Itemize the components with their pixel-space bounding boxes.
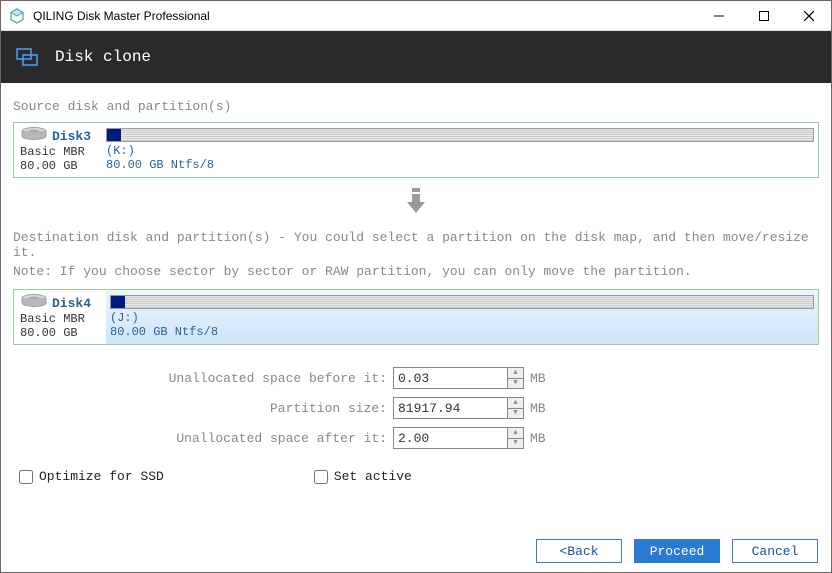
app-title: QILING Disk Master Professional bbox=[33, 9, 696, 23]
optimize-ssd-checkbox[interactable]: Optimize for SSD bbox=[19, 469, 164, 484]
destination-disk-card[interactable]: Disk4 Basic MBR 80.00 GB (J:) 80.00 GB N… bbox=[13, 289, 819, 345]
source-partition-label: (K:) bbox=[106, 144, 814, 158]
page-header: Disk clone bbox=[1, 31, 831, 83]
unalloc-before-stepper[interactable]: ▲ ▼ bbox=[508, 367, 524, 389]
destination-disk-type: Basic MBR bbox=[20, 312, 100, 326]
unalloc-after-stepper[interactable]: ▲ ▼ bbox=[508, 427, 524, 449]
destination-disk-info: Disk4 Basic MBR 80.00 GB bbox=[14, 290, 106, 344]
minimize-button[interactable] bbox=[696, 1, 741, 31]
partition-size-label: Partition size: bbox=[13, 401, 393, 416]
unit-label: MB bbox=[530, 401, 546, 416]
maximize-button[interactable] bbox=[741, 1, 786, 31]
set-active-label: Set active bbox=[334, 469, 412, 484]
destination-partition-used bbox=[111, 296, 125, 308]
set-active-checkbox[interactable]: Set active bbox=[314, 469, 412, 484]
window-controls bbox=[696, 1, 831, 31]
stepper-up-icon[interactable]: ▲ bbox=[508, 368, 523, 379]
back-button[interactable]: <Back bbox=[536, 539, 622, 563]
hard-drive-icon bbox=[20, 294, 48, 312]
unit-label: MB bbox=[530, 431, 546, 446]
unalloc-after-input[interactable] bbox=[393, 427, 508, 449]
source-disk-type: Basic MBR bbox=[20, 145, 100, 159]
titlebar: QILING Disk Master Professional bbox=[1, 1, 831, 31]
stepper-down-icon[interactable]: ▼ bbox=[508, 439, 523, 449]
source-label: Source disk and partition(s) bbox=[13, 99, 819, 114]
arrow-down-icon bbox=[13, 188, 819, 222]
unalloc-before-input[interactable] bbox=[393, 367, 508, 389]
destination-disk-size: 80.00 GB bbox=[20, 326, 100, 340]
destination-partition-area[interactable]: (J:) 80.00 GB Ntfs/8 bbox=[106, 290, 818, 344]
partition-size-stepper[interactable]: ▲ ▼ bbox=[508, 397, 524, 419]
source-partition-area[interactable]: (K:) 80.00 GB Ntfs/8 bbox=[106, 123, 818, 177]
unit-label: MB bbox=[530, 371, 546, 386]
footer-buttons: <Back Proceed Cancel bbox=[536, 539, 818, 563]
source-disk-size: 80.00 GB bbox=[20, 159, 100, 173]
disk-clone-icon bbox=[15, 45, 39, 69]
stepper-down-icon[interactable]: ▼ bbox=[508, 409, 523, 419]
app-icon bbox=[9, 8, 25, 24]
main-content: Source disk and partition(s) Disk3 Basic… bbox=[1, 83, 831, 496]
destination-partition-label: (J:) bbox=[110, 311, 814, 325]
source-partition-detail: 80.00 GB Ntfs/8 bbox=[106, 158, 814, 172]
partition-size-input[interactable] bbox=[393, 397, 508, 419]
options-row: Optimize for SSD Set active bbox=[13, 469, 819, 484]
cancel-button[interactable]: Cancel bbox=[732, 539, 818, 563]
unalloc-after-label: Unallocated space after it: bbox=[13, 431, 393, 446]
resize-form: Unallocated space before it: ▲ ▼ MB Part… bbox=[13, 367, 819, 449]
stepper-up-icon[interactable]: ▲ bbox=[508, 398, 523, 409]
unalloc-before-label: Unallocated space before it: bbox=[13, 371, 393, 386]
source-partition-used bbox=[107, 129, 121, 141]
destination-label: Destination disk and partition(s) - You … bbox=[13, 230, 819, 260]
proceed-button[interactable]: Proceed bbox=[634, 539, 720, 563]
source-partition-bar[interactable] bbox=[106, 128, 814, 142]
destination-disk-name: Disk4 bbox=[52, 296, 91, 311]
set-active-input[interactable] bbox=[314, 470, 328, 484]
destination-partition-detail: 80.00 GB Ntfs/8 bbox=[110, 325, 814, 339]
stepper-down-icon[interactable]: ▼ bbox=[508, 379, 523, 389]
destination-partition-bar[interactable] bbox=[110, 295, 814, 309]
stepper-up-icon[interactable]: ▲ bbox=[508, 428, 523, 439]
source-disk-card[interactable]: Disk3 Basic MBR 80.00 GB (K:) 80.00 GB N… bbox=[13, 122, 819, 178]
close-button[interactable] bbox=[786, 1, 831, 31]
optimize-ssd-input[interactable] bbox=[19, 470, 33, 484]
source-disk-name: Disk3 bbox=[52, 129, 91, 144]
source-disk-info: Disk3 Basic MBR 80.00 GB bbox=[14, 123, 106, 177]
page-title: Disk clone bbox=[55, 48, 151, 66]
destination-note: Note: If you choose sector by sector or … bbox=[13, 264, 819, 279]
hard-drive-icon bbox=[20, 127, 48, 145]
optimize-ssd-label: Optimize for SSD bbox=[39, 469, 164, 484]
